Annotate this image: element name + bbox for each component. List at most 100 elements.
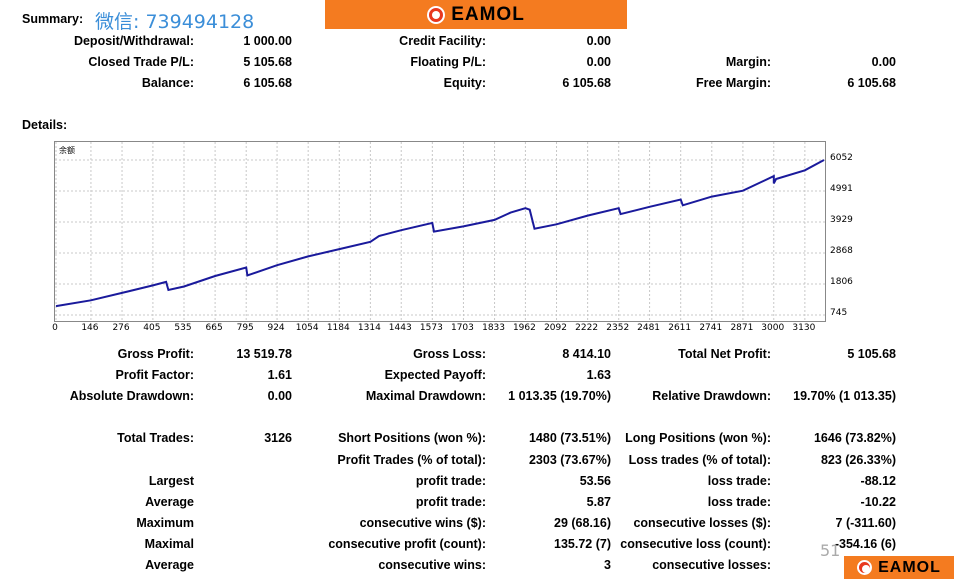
max-cons-wins-value: 29 (68.16) <box>554 516 611 530</box>
x-tick-label: 3000 <box>761 323 785 333</box>
max-cons-losses-value: 7 (-311.60) <box>835 516 896 530</box>
x-tick-label: 405 <box>143 323 161 333</box>
x-tick-label: 2481 <box>637 323 661 333</box>
max-cons-wins-label: consecutive wins ($): <box>359 516 486 530</box>
x-tick-label: 146 <box>81 323 99 333</box>
x-tick-label: 1184 <box>326 323 350 333</box>
average-profit-label: profit trade: <box>415 495 486 509</box>
x-tick-label: 1703 <box>450 323 474 333</box>
closed-pl-label: Closed Trade P/L: <box>88 55 194 69</box>
avg-cons-wins-label: consecutive wins: <box>378 558 486 572</box>
total-trades-value: 3126 <box>264 431 292 445</box>
loss-trades-value: 823 (26.33%) <box>820 453 896 467</box>
avg-cons-losses-label: consecutive losses: <box>652 558 771 572</box>
x-tick-label: 276 <box>112 323 130 333</box>
relative-drawdown-label: Relative Drawdown: <box>652 389 771 403</box>
avg-cons-label: Average <box>145 558 194 572</box>
maximal-label: Maximal <box>144 537 194 551</box>
profit-trades-label: Profit Trades (% of total): <box>337 453 486 467</box>
free-margin-value: 6 105.68 <box>847 76 896 90</box>
balance-value: 6 105.68 <box>243 76 292 90</box>
x-tick-label: 924 <box>267 323 285 333</box>
maximal-profit-value: 135.72 (7) <box>554 537 611 551</box>
y-tick-label: 4991 <box>830 183 853 194</box>
free-margin-label: Free Margin: <box>695 76 771 90</box>
deposit-value: 1 000.00 <box>243 34 292 48</box>
avg-cons-wins-value: 3 <box>604 558 611 572</box>
relative-drawdown-value: 19.70% (1 013.35) <box>793 389 896 403</box>
credit-label: Credit Facility: <box>399 34 486 48</box>
floating-pl-label: Floating P/L: <box>410 55 486 69</box>
margin-label: Margin: <box>725 55 771 69</box>
long-positions-value: 1646 (73.82%) <box>813 431 896 445</box>
max-cons-losses-label: consecutive losses ($): <box>633 516 771 530</box>
margin-value: 0.00 <box>871 55 896 69</box>
x-tick-label: 1443 <box>388 323 412 333</box>
x-tick-label: 535 <box>174 323 192 333</box>
balance-label: Balance: <box>141 76 194 90</box>
long-positions-label: Long Positions (won %): <box>625 431 771 445</box>
summary-title: Summary: <box>22 12 84 26</box>
x-tick-label: 2092 <box>544 323 567 333</box>
brand-logo: EAMOL <box>427 4 525 26</box>
brand-logo-icon <box>427 5 446 24</box>
x-tick-label: 1054 <box>295 323 319 333</box>
average-loss-label: loss trade: <box>707 495 771 509</box>
largest-loss-label: loss trade: <box>707 474 771 488</box>
x-tick-label: 1962 <box>512 323 536 333</box>
gross-loss-value: 8 414.10 <box>562 347 611 361</box>
average-loss-value: -10.22 <box>860 495 896 509</box>
details-title: Details: <box>22 118 68 132</box>
x-tick-label: 2222 <box>575 323 599 333</box>
short-positions-label: Short Positions (won %): <box>338 431 486 445</box>
x-tick-label: 665 <box>205 323 223 333</box>
x-tick-label: 795 <box>236 323 254 333</box>
expected-payoff-value: 1.63 <box>586 368 611 382</box>
balance-chart: 余额 <box>54 141 826 322</box>
gross-profit-value: 13 519.78 <box>236 347 292 361</box>
maximal-drawdown-label: Maximal Drawdown: <box>365 389 486 403</box>
average-label: Average <box>145 495 194 509</box>
y-tick-label: 6052 <box>830 153 853 163</box>
maximal-profit-label: consecutive profit (count): <box>328 537 486 551</box>
y-tick-label: 745 <box>830 308 848 318</box>
total-trades-label: Total Trades: <box>117 431 194 445</box>
gross-loss-label: Gross Loss: <box>413 347 486 361</box>
closed-pl-value: 5 105.68 <box>243 55 292 69</box>
total-net-profit-label: Total Net Profit: <box>678 347 771 361</box>
brand-banner: EAMOL <box>325 0 627 29</box>
deposit-label: Deposit/Withdrawal: <box>73 34 194 48</box>
maximum-label: Maximum <box>136 516 194 530</box>
brand-banner-bottom: EAMOL <box>844 556 954 579</box>
absolute-drawdown-label: Absolute Drawdown: <box>69 389 194 403</box>
profit-trades-value: 2303 (73.67%) <box>528 453 611 467</box>
gross-profit-label: Gross Profit: <box>117 347 194 361</box>
site-watermark: 51 <box>820 541 841 560</box>
x-tick-label: 1573 <box>419 323 443 333</box>
largest-loss-value: -88.12 <box>860 474 896 488</box>
largest-profit-label: profit trade: <box>415 474 486 488</box>
x-tick-label: 0 <box>52 323 58 333</box>
x-tick-label: 2871 <box>730 323 754 333</box>
profit-factor-label: Profit Factor: <box>115 368 194 382</box>
average-profit-value: 5.87 <box>586 495 611 509</box>
wechat-contact: 微信: 739494128 <box>95 11 255 33</box>
x-tick-label: 1833 <box>482 323 505 333</box>
largest-label: Largest <box>148 474 194 488</box>
brand-logo-icon <box>857 560 873 575</box>
credit-value: 0.00 <box>586 34 611 48</box>
expected-payoff-label: Expected Payoff: <box>384 368 486 382</box>
short-positions-value: 1480 (73.51%) <box>528 431 611 445</box>
x-tick-label: 2741 <box>699 323 723 333</box>
y-tick-label: 2868 <box>830 245 853 256</box>
balance-line <box>55 159 825 308</box>
balance-chart-svg: 余额 <box>55 142 825 321</box>
profit-factor-value: 1.61 <box>267 368 292 382</box>
largest-profit-value: 53.56 <box>579 474 611 488</box>
equity-value: 6 105.68 <box>562 76 611 90</box>
x-tick-label: 2352 <box>606 323 630 333</box>
floating-pl-value: 0.00 <box>586 55 611 69</box>
absolute-drawdown-value: 0.00 <box>267 389 292 403</box>
x-tick-label: 1314 <box>357 323 381 333</box>
x-tick-label: 2611 <box>668 323 692 333</box>
